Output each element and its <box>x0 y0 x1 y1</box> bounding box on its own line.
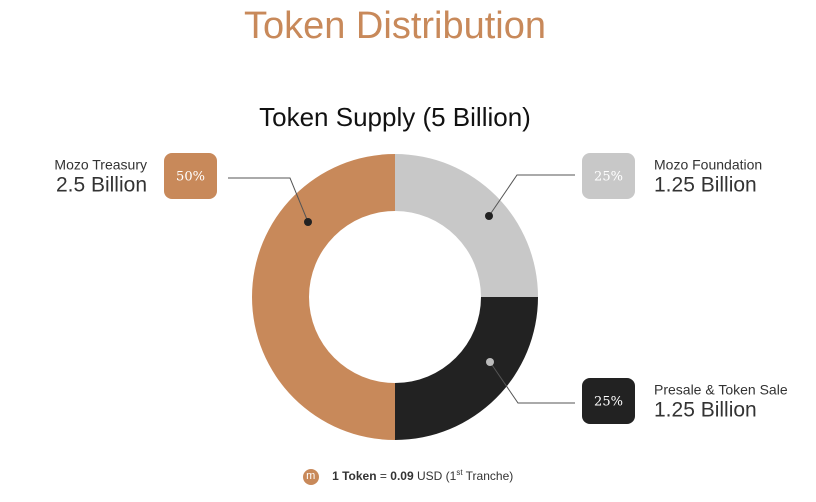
leader-dot <box>485 212 493 220</box>
chart-title: Token Distribution <box>244 5 546 47</box>
leader-dot <box>304 218 312 226</box>
footer-text: 1 Token <box>332 469 377 483</box>
value-box <box>582 153 635 199</box>
value-label: 25% <box>594 395 623 410</box>
slice <box>395 297 538 440</box>
chart-subtitle: Token Supply (5 Billion) <box>259 102 531 132</box>
leader-line <box>228 177 309 223</box>
leader-dot <box>486 358 494 366</box>
footer-text: 0.09 <box>390 469 414 483</box>
legend-name: Mozo Foundation <box>654 157 762 173</box>
value-box <box>164 153 217 199</box>
footer-text: st <box>456 468 463 477</box>
legend-name: Presale & Token Sale <box>654 382 788 398</box>
leader-line <box>488 174 575 217</box>
slice <box>252 154 395 440</box>
footer-text: Tranche) <box>465 469 514 483</box>
value-label: 25% <box>594 170 623 185</box>
slice <box>395 154 538 297</box>
footer-text: USD (1 <box>416 469 457 483</box>
footer-text: = <box>379 469 387 483</box>
leader-line <box>489 361 575 404</box>
amount-label: 1.25 Billion <box>654 174 757 197</box>
value-label: 50% <box>176 170 205 185</box>
amount-label: 2.5 Billion <box>56 174 147 197</box>
token-icon: m <box>302 468 319 485</box>
legend-name: Mozo Treasury <box>54 157 147 173</box>
footer: m 1 Token = 0.09 USD (1st Tranche) <box>0 468 816 485</box>
amount-label: 1.25 Billion <box>654 399 757 422</box>
value-box <box>582 378 635 424</box>
